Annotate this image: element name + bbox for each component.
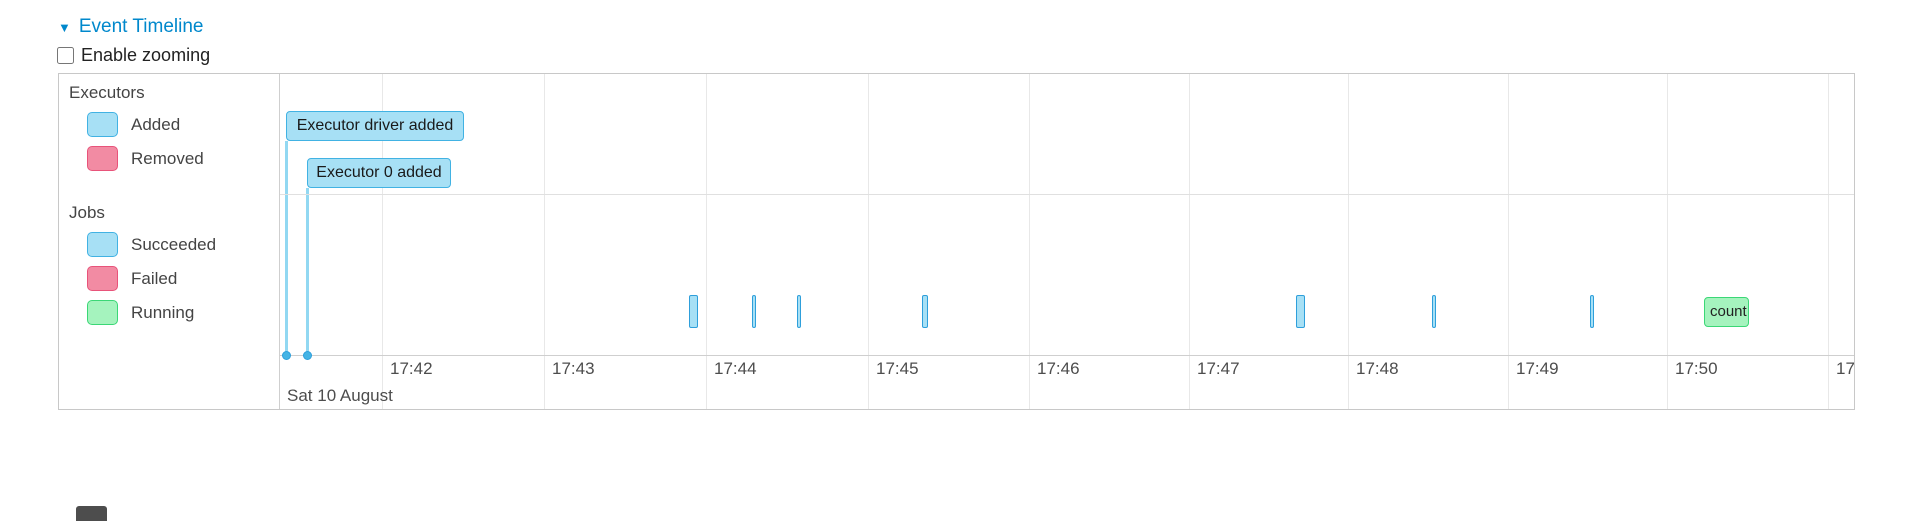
gridline — [706, 74, 707, 409]
axis-tick-label: 17:45 — [876, 359, 919, 378]
timeline-item-job-running[interactable]: count — [1704, 297, 1749, 327]
axis-tick-label: 17:43 — [552, 359, 595, 378]
legend-swatch-pink — [87, 146, 118, 171]
enable-zooming-row: Enable zooming — [57, 45, 210, 66]
gridline — [1348, 74, 1349, 409]
gridline — [544, 74, 545, 409]
legend-group-executors: Executors Added Removed — [59, 74, 279, 194]
gridline — [382, 74, 383, 409]
axis-tick-label: 17:42 — [390, 359, 433, 378]
time-axis-line — [59, 355, 1854, 356]
event-timeline-toggle[interactable]: ▼ Event Timeline — [58, 16, 204, 38]
timeline-item-job[interactable] — [1590, 295, 1594, 328]
legend-group-title: Executors — [69, 83, 145, 102]
enable-zooming-label: Enable zooming — [81, 45, 211, 65]
legend-item-label: Succeeded — [131, 234, 217, 254]
legend-item-added: Added — [87, 112, 279, 137]
gridline — [1189, 74, 1190, 409]
timeline-item-job[interactable] — [752, 295, 756, 328]
lane-divider — [59, 194, 1854, 195]
timeline-item-executor[interactable]: Executor driver added — [286, 111, 464, 141]
legend-swatch-green — [87, 300, 118, 325]
timeline-item-line — [285, 141, 288, 355]
legend-item-failed: Failed — [87, 266, 279, 291]
timeline-item-line — [306, 188, 309, 355]
timeline-item-job[interactable] — [1296, 295, 1305, 328]
axis-tick-label: 17:46 — [1037, 359, 1080, 378]
axis-tick-label: 17:44 — [714, 359, 757, 378]
page-title: Event Timeline — [78, 16, 204, 37]
legend-group-title: Jobs — [69, 203, 105, 222]
timeline-item-job[interactable] — [689, 295, 698, 328]
axis-tick-label: 17:47 — [1197, 359, 1240, 378]
legend-swatch-blue — [87, 232, 118, 257]
legend-item-running: Running — [87, 300, 279, 325]
timeline-item-dot — [303, 351, 312, 360]
legend-item-succeeded: Succeeded — [87, 232, 279, 257]
legend-swatch-blue — [87, 112, 118, 137]
legend-item-removed: Removed — [87, 146, 279, 171]
timeline-item-job[interactable] — [1432, 295, 1436, 328]
axis-tick-label: 17:50 — [1675, 359, 1718, 378]
enable-zooming-checkbox[interactable] — [57, 47, 74, 64]
axis-date-label: Sat 10 August — [287, 386, 393, 405]
cropped-overlay-fragment — [76, 506, 107, 521]
axis-tick-label: 17:49 — [1516, 359, 1559, 378]
timeline-chart: Executors Added Removed Jobs Succeeded Failed… — [58, 73, 1855, 410]
axis-tick-label: 17:5 — [1836, 359, 1855, 378]
legend-item-label: Running — [131, 302, 195, 322]
timeline-item-executor[interactable]: Executor 0 added — [307, 158, 451, 188]
legend-item-label: Failed — [131, 268, 178, 288]
gridline — [1508, 74, 1509, 409]
legend-item-label: Added — [131, 114, 181, 134]
collapse-caret-icon: ▼ — [58, 19, 71, 35]
gridline — [868, 74, 869, 409]
gridline — [1667, 74, 1668, 409]
timeline-legend-panel: Executors Added Removed Jobs Succeeded Failed… — [59, 74, 280, 409]
legend-group-jobs: Jobs Succeeded Failed Running — [59, 194, 279, 325]
legend-item-label: Removed — [131, 148, 204, 168]
axis-tick-label: 17:48 — [1356, 359, 1399, 378]
timeline-item-dot — [282, 351, 291, 360]
legend-swatch-pink — [87, 266, 118, 291]
gridline — [1828, 74, 1829, 409]
timeline-item-job[interactable] — [922, 295, 928, 328]
timeline-item-job[interactable] — [797, 295, 801, 328]
gridline — [1029, 74, 1030, 409]
